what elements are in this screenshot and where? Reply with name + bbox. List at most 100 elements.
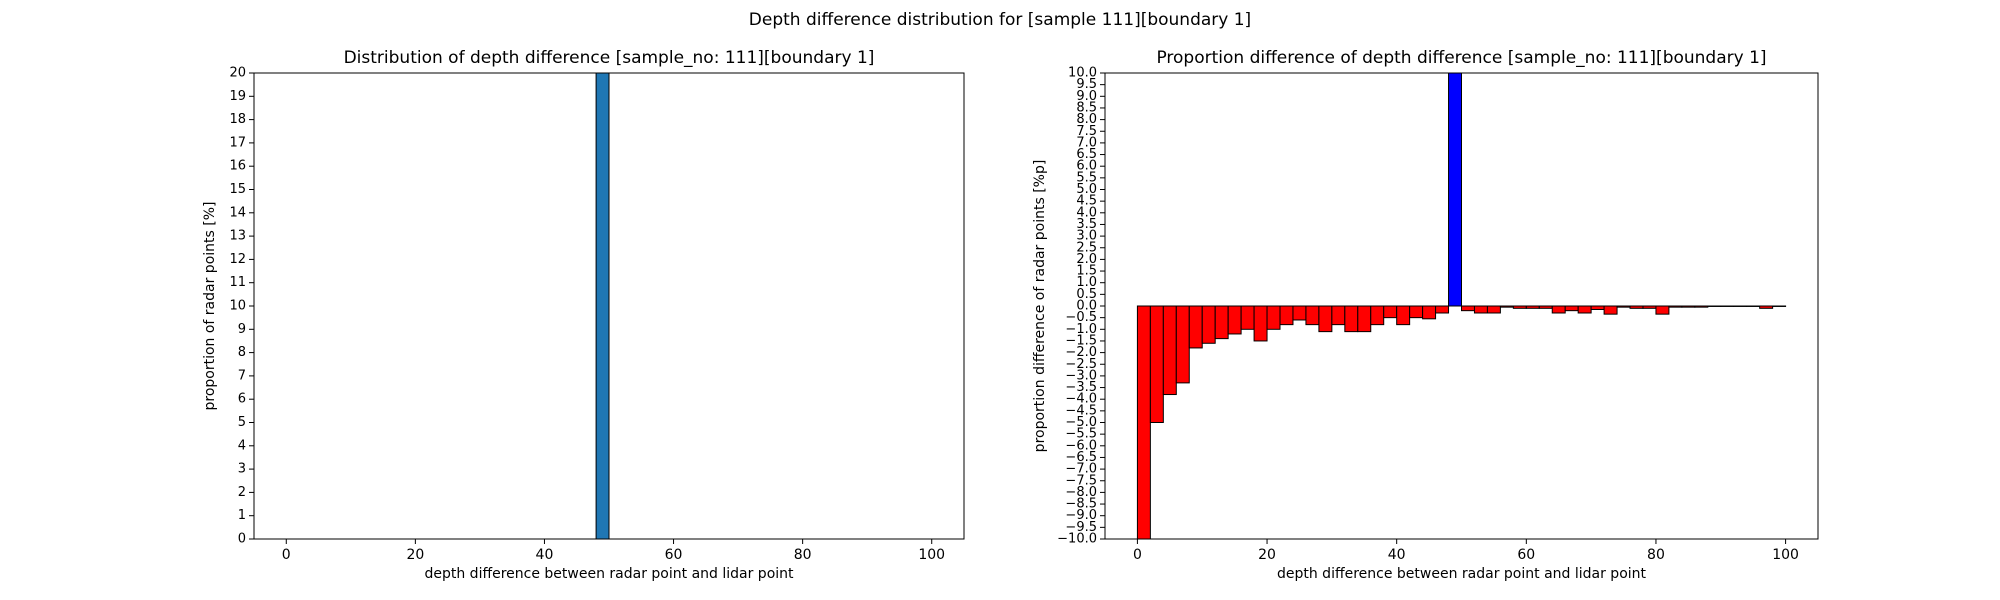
y-tick-label: 8.0 [1076, 112, 1097, 127]
y-tick-label: 3.0 [1076, 229, 1097, 244]
y-tick-label: 6 [238, 392, 246, 407]
bar [1175, 305, 1190, 384]
y-tick-label: −9.0 [1065, 508, 1097, 523]
bar [1616, 305, 1631, 308]
y-tick-label: 5 [238, 415, 246, 430]
y-tick-label: 2.0 [1076, 252, 1097, 267]
bar [1525, 305, 1540, 309]
subplot-title: Proportion difference of depth differenc… [1156, 48, 1766, 68]
y-tick-label: −8.0 [1065, 485, 1097, 500]
bar [1240, 305, 1255, 330]
y-tick-label: 4.5 [1076, 194, 1097, 209]
y-tick-label: −5.5 [1065, 427, 1097, 442]
y-tick-label: 7 [238, 368, 246, 383]
bar [1473, 305, 1488, 314]
y-tick-label: 12 [229, 252, 246, 267]
bar [1357, 305, 1372, 333]
bar [1331, 305, 1346, 326]
bar [1214, 305, 1229, 340]
bar [1383, 305, 1398, 319]
bar [1538, 305, 1553, 309]
y-axis-label: proportion difference of radar points [%… [1032, 160, 1048, 453]
y-tick-label: 15 [229, 182, 246, 197]
bar [1305, 305, 1320, 326]
y-tick-label: 6.0 [1076, 159, 1097, 174]
x-tick-label: 20 [406, 547, 424, 563]
y-tick-label: 2 [238, 485, 246, 500]
bar [1668, 305, 1683, 308]
y-tick-label: 3 [238, 462, 246, 477]
bar [595, 73, 610, 539]
y-tick-label: 2.5 [1076, 240, 1097, 255]
bar [1409, 305, 1424, 319]
bar [1512, 305, 1527, 309]
bar [1227, 305, 1242, 335]
y-axis-label: proportion of radar points [%] [202, 201, 218, 410]
bar [1396, 305, 1411, 326]
y-tick-label: −2.5 [1065, 357, 1097, 372]
y-tick-label: 18 [229, 112, 246, 127]
x-tick-label: 20 [1258, 547, 1276, 563]
y-tick-label: −3.0 [1065, 368, 1097, 383]
bar [1422, 305, 1437, 320]
bar [1370, 305, 1385, 326]
y-tick-label: 11 [229, 275, 246, 290]
bar [1590, 305, 1605, 310]
x-tick-label: 40 [536, 547, 554, 563]
y-tick-label: 9.0 [1076, 89, 1097, 104]
y-tick-label: −10.0 [1057, 532, 1097, 547]
y-tick-label: 6.5 [1076, 147, 1097, 162]
y-tick-label: 4 [238, 438, 246, 453]
y-tick-label: −7.0 [1065, 462, 1097, 477]
y-tick-label: −1.0 [1065, 322, 1097, 337]
y-tick-label: 10 [229, 299, 246, 314]
y-tick-label: −6.5 [1065, 450, 1097, 465]
x-tick-label: 60 [1517, 547, 1535, 563]
y-tick-label: 8 [238, 345, 246, 360]
y-tick-label: 7.5 [1076, 124, 1097, 139]
bar [1292, 305, 1307, 321]
y-tick-label: −6.0 [1065, 438, 1097, 453]
y-tick-label: 0.0 [1076, 299, 1097, 314]
bar [1603, 305, 1618, 315]
bar [1681, 305, 1696, 308]
y-tick-label: 5.5 [1076, 170, 1097, 185]
y-tick-label: 5.0 [1076, 182, 1097, 197]
y-tick-label: −0.5 [1065, 310, 1097, 325]
bar [1629, 305, 1644, 309]
bar [1188, 305, 1203, 349]
x-tick-label: 80 [1647, 547, 1665, 563]
y-tick-label: −9.5 [1065, 520, 1097, 535]
y-tick-label: −5.0 [1065, 415, 1097, 430]
bar [1551, 305, 1566, 314]
y-tick-label: −3.5 [1065, 380, 1097, 395]
y-tick-label: 1.0 [1076, 275, 1097, 290]
bar [1577, 305, 1592, 314]
bar [1344, 305, 1359, 333]
y-tick-label: 19 [229, 89, 246, 104]
y-tick-label: 14 [229, 205, 246, 220]
bar [1448, 73, 1463, 307]
bar [1201, 305, 1216, 344]
y-tick-label: 16 [229, 159, 246, 174]
x-axis-label: depth difference between radar point and… [1277, 566, 1647, 582]
y-tick-label: −8.5 [1065, 497, 1097, 512]
y-tick-label: 0.5 [1076, 287, 1097, 302]
y-tick-label: 9.5 [1076, 77, 1097, 92]
bars [595, 73, 610, 539]
y-tick-label: 17 [229, 135, 246, 150]
bar [1759, 305, 1774, 309]
x-tick-label: 0 [282, 547, 291, 563]
y-tick-label: −7.5 [1065, 473, 1097, 488]
y-tick-label: 20 [229, 66, 246, 81]
bar [1486, 305, 1501, 314]
y-tick-label: 0 [238, 532, 246, 547]
bar [1136, 305, 1151, 539]
bar [1266, 305, 1281, 330]
y-tick-label: −1.5 [1065, 333, 1097, 348]
bar [1318, 305, 1333, 333]
x-tick-label: 0 [1133, 547, 1142, 563]
y-tick-label: 8.5 [1076, 100, 1097, 115]
